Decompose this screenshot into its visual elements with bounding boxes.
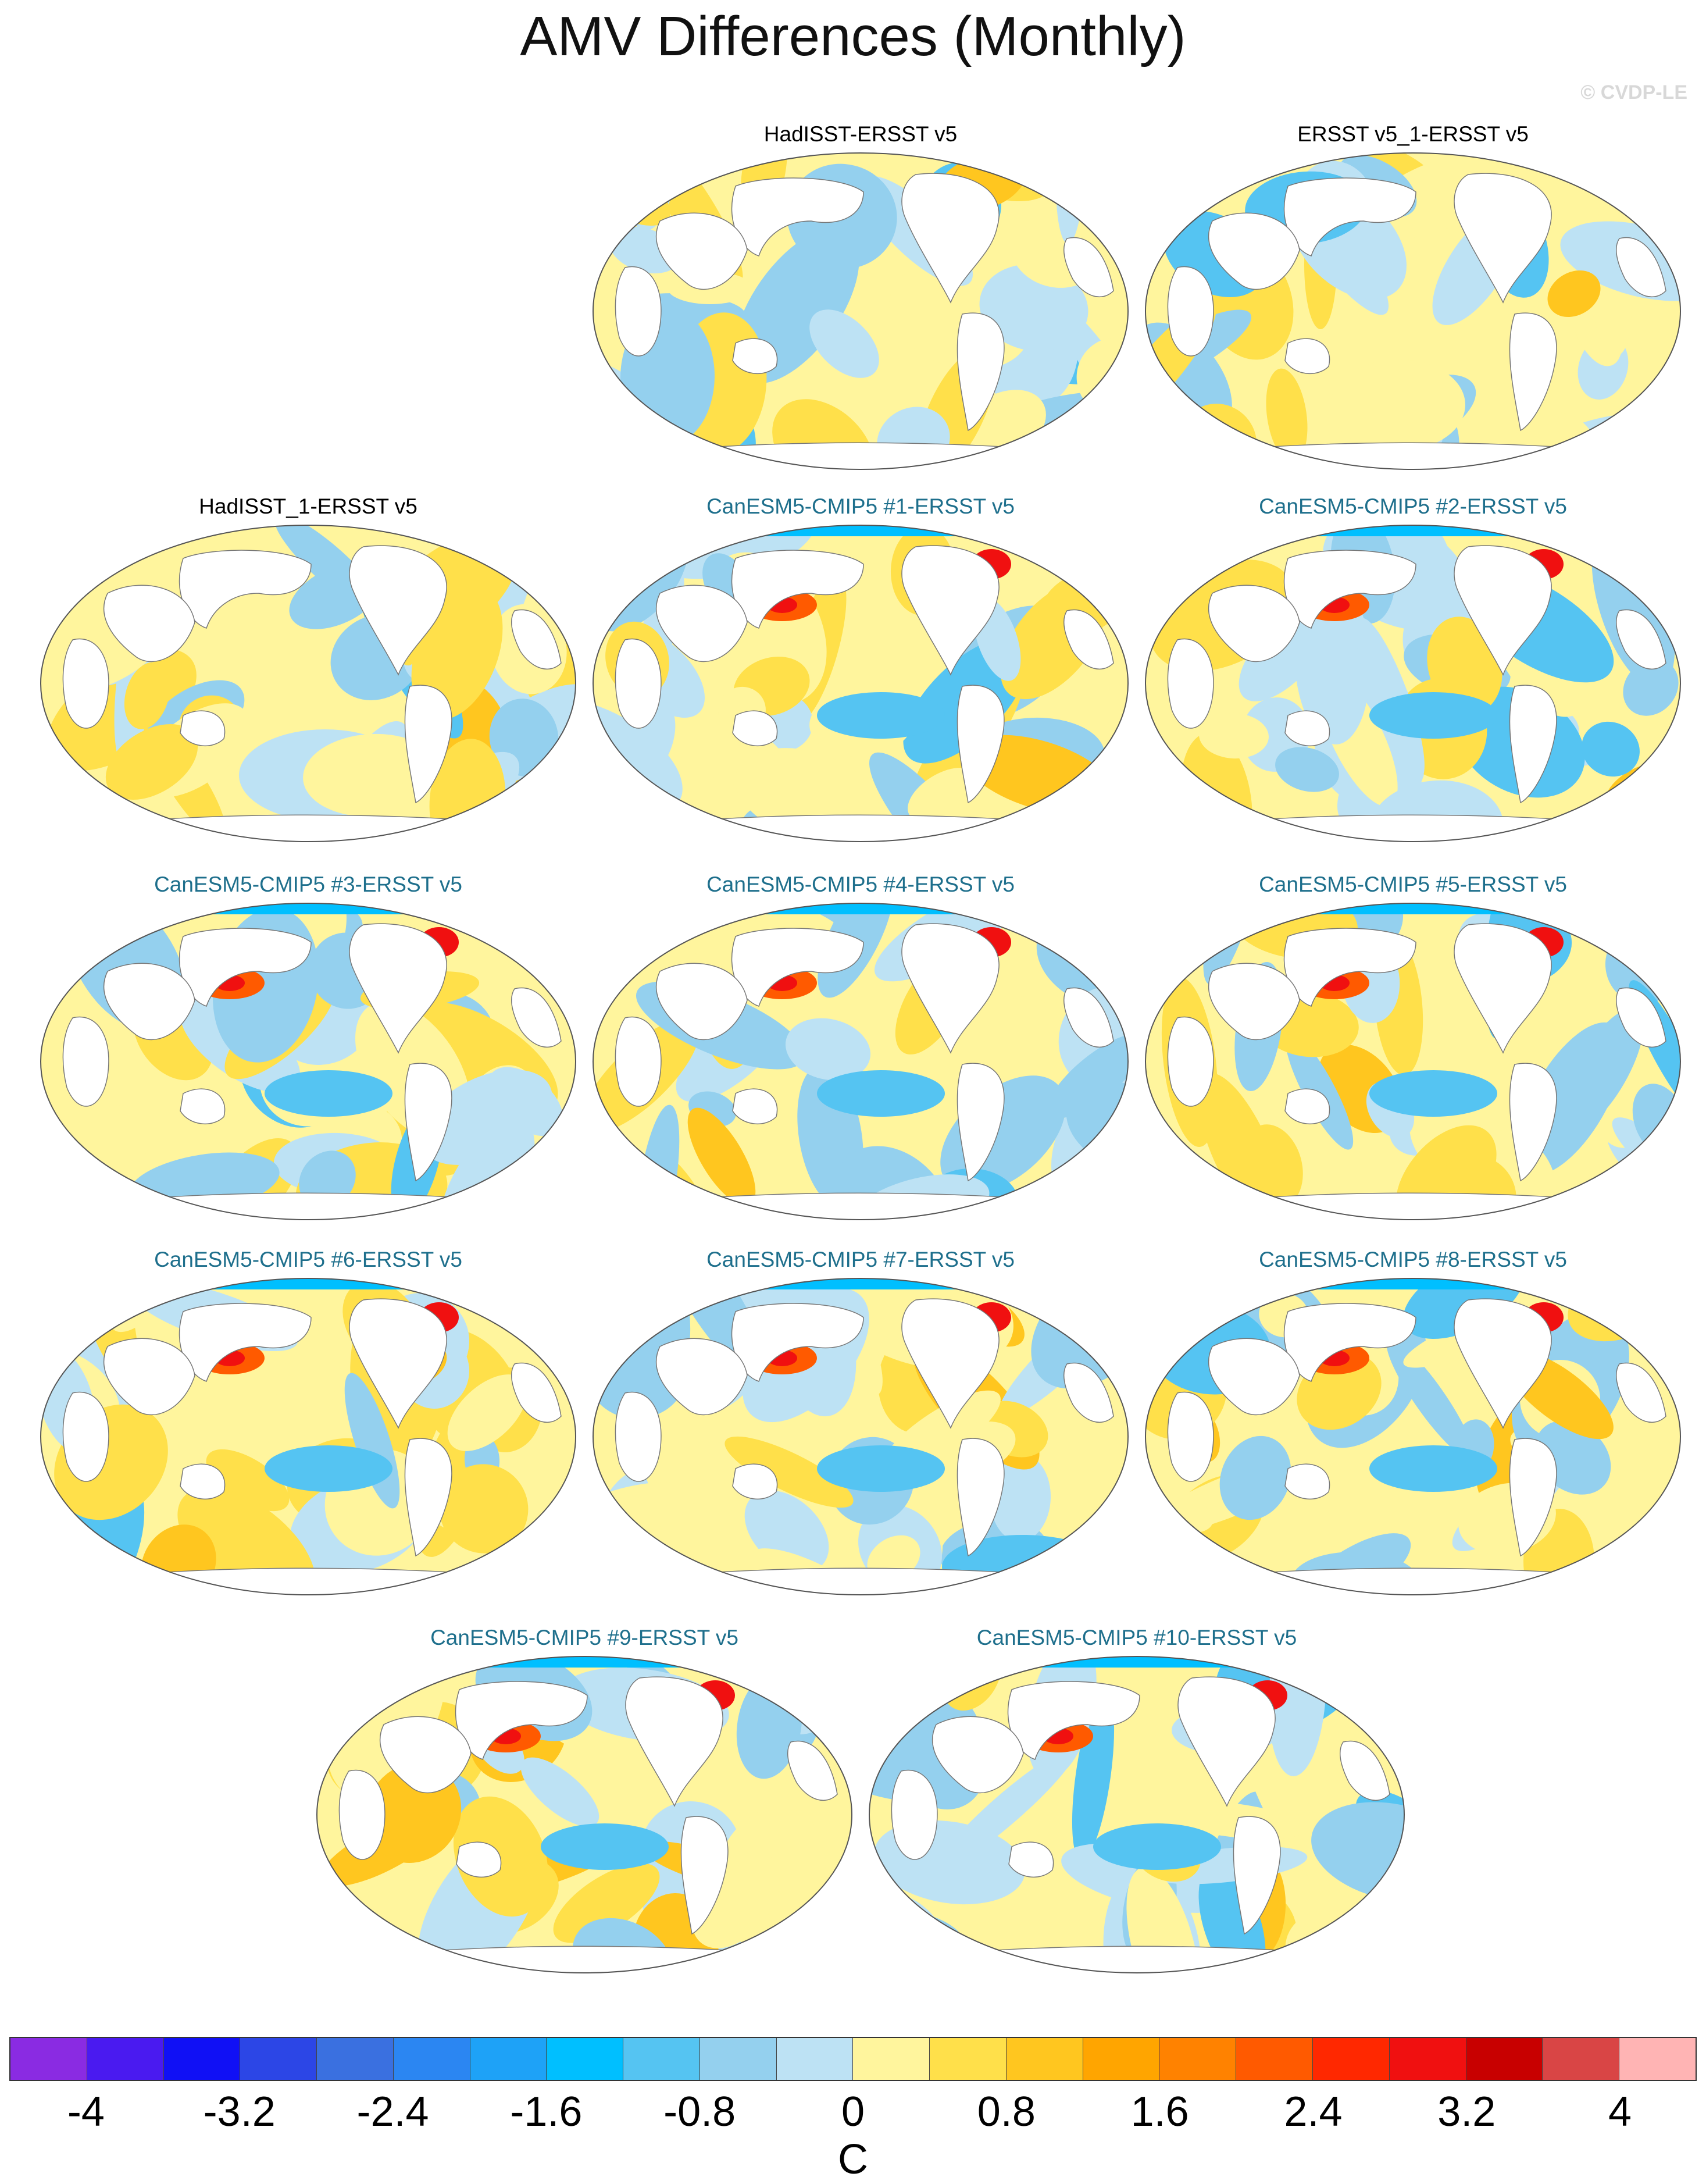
colorbar-swatch [1543,2038,1620,2080]
colorbar-swatch [776,2038,854,2080]
sst-difference-map [40,525,576,842]
map-panel: CanESM5-CMIP5 #10-ERSST v5 [861,1626,1413,1986]
map-panel: CanESM5-CMIP5 #6-ERSST v5 [32,1248,584,1608]
colorbar-swatch [547,2038,624,2080]
colorbar-swatch [10,2038,87,2080]
map-panel: CanESM5-CMIP5 #7-ERSST v5 [584,1248,1137,1608]
map-panel: CanESM5-CMIP5 #3-ERSST v5 [32,872,584,1233]
panel-title: CanESM5-CMIP5 #2-ERSST v5 [1259,494,1567,518]
panel-title: CanESM5-CMIP5 #5-ERSST v5 [1259,872,1567,896]
panel-title: HadISST-ERSST v5 [763,122,958,146]
map-panel: CanESM5-CMIP5 #9-ERSST v5 [308,1626,861,1986]
colorbar-swatch [623,2038,700,2080]
colorbar-swatch [1083,2038,1160,2080]
colorbar-swatch [1466,2038,1543,2080]
colorbar-swatch [393,2038,470,2080]
panel-title: CanESM5-CMIP5 #4-ERSST v5 [706,872,1015,896]
colorbar-tick-label: 3.2 [1437,2089,1496,2135]
colorbar-swatch [1389,2038,1466,2080]
panel-title: CanESM5-CMIP5 #3-ERSST v5 [154,872,462,896]
sst-difference-map [869,1656,1405,1973]
colorbar-swatch [240,2038,317,2080]
colorbar-tick-label: -1.6 [510,2089,583,2135]
colorbar-swatch [1159,2038,1237,2080]
sst-difference-map [1145,1278,1681,1595]
colorbar-tick-label: 1.6 [1130,2089,1189,2135]
map-panel: CanESM5-CMIP5 #1-ERSST v5 [584,494,1137,855]
colorbar-swatch [1619,2038,1696,2080]
sst-difference-map [593,152,1129,470]
sst-difference-map [316,1656,852,1973]
colorbar-swatch [853,2038,930,2080]
sst-difference-map [1145,525,1681,842]
panel-title: CanESM5-CMIP5 #8-ERSST v5 [1259,1248,1567,1271]
colorbar [9,2037,1697,2081]
colorbar-swatch [470,2038,547,2080]
panel-title: CanESM5-CMIP5 #6-ERSST v5 [154,1248,462,1271]
map-panel: CanESM5-CMIP5 #5-ERSST v5 [1137,872,1689,1233]
colorbar-tick-label: 0.8 [977,2089,1036,2135]
colorbar-swatch [317,2038,394,2080]
panel-title: CanESM5-CMIP5 #9-ERSST v5 [430,1626,738,1649]
sst-difference-map [40,903,576,1220]
colorbar-swatch [87,2038,164,2080]
colorbar-unit: C [838,2136,868,2183]
colorbar-tick-label: 0 [841,2089,865,2135]
colorbar-swatch [163,2038,241,2080]
panel-title: CanESM5-CMIP5 #1-ERSST v5 [706,494,1015,518]
colorbar-tick-label: -2.4 [356,2089,429,2135]
colorbar-tick-label: -0.8 [663,2089,736,2135]
panel-title: CanESM5-CMIP5 #10-ERSST v5 [976,1626,1297,1649]
colorbar-swatch [1313,2038,1390,2080]
colorbar-tick-label: 4 [1608,2089,1632,2135]
panel-title: CanESM5-CMIP5 #7-ERSST v5 [706,1248,1015,1271]
colorbar-tick-label: -3.2 [203,2089,276,2135]
colorbar-swatch [1006,2038,1083,2080]
sst-difference-map [1145,152,1681,470]
map-panel: ERSST v5_1-ERSST v5 [1137,122,1689,483]
colorbar-tick-label: -4 [67,2089,105,2135]
map-panel: CanESM5-CMIP5 #8-ERSST v5 [1137,1248,1689,1608]
map-panel: HadISST_1-ERSST v5 [32,494,584,855]
map-panel: CanESM5-CMIP5 #2-ERSST v5 [1137,494,1689,855]
colorbar-swatch [699,2038,777,2080]
map-panel: CanESM5-CMIP5 #4-ERSST v5 [584,872,1137,1233]
colorbar-tick-label: 2.4 [1284,2089,1343,2135]
sst-difference-map [593,1278,1129,1595]
colorbar-swatch [1236,2038,1314,2080]
sst-difference-map [1145,903,1681,1220]
panel-title: ERSST v5_1-ERSST v5 [1297,122,1529,146]
panel-title: HadISST_1-ERSST v5 [199,494,417,518]
figure-title: AMV Differences (Monthly) [520,5,1186,67]
sst-difference-map [593,525,1129,842]
sst-difference-map [593,903,1129,1220]
sst-difference-map [40,1278,576,1595]
copyright-label: © CVDP-LE [1580,81,1687,104]
map-panel: HadISST-ERSST v5 [584,122,1137,483]
colorbar-swatch [930,2038,1007,2080]
